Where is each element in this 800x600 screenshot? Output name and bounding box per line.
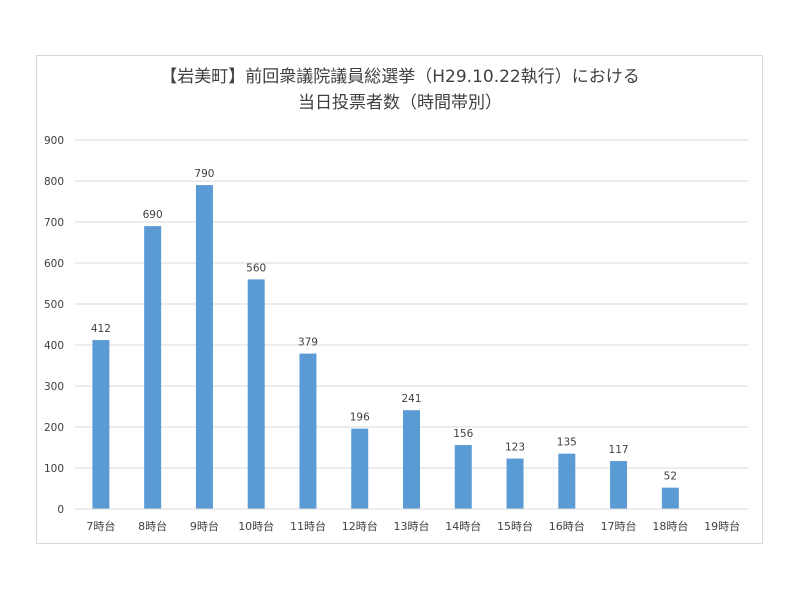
- x-tick-label: 9時台: [190, 519, 219, 533]
- data-label: 790: [194, 168, 214, 180]
- y-tick-label: 700: [44, 217, 64, 229]
- bar: [610, 461, 628, 509]
- y-tick-label: 0: [57, 504, 64, 516]
- data-label: 196: [350, 412, 370, 424]
- x-tick-label: 11時台: [290, 519, 326, 533]
- x-tick-label: 15時台: [497, 519, 533, 533]
- chart-title: 【岩美町】前回衆議院議員総選挙（H29.10.22執行）における 当日投票者数（…: [0, 64, 800, 116]
- x-tick-label: 8時台: [138, 519, 167, 533]
- y-tick-label: 400: [44, 340, 64, 352]
- data-label: 690: [143, 209, 163, 221]
- x-tick-label: 19時台: [704, 519, 740, 533]
- data-label: 117: [609, 444, 629, 456]
- x-tick-label: 17時台: [601, 519, 637, 533]
- bar: [351, 428, 369, 509]
- y-tick-label: 300: [44, 381, 64, 393]
- x-tick-label: 14時台: [445, 519, 481, 533]
- y-tick-label: 800: [44, 176, 64, 188]
- bar: [195, 185, 213, 509]
- data-label: 412: [91, 323, 111, 335]
- chart-title-line2: 当日投票者数（時間帯別）: [298, 93, 502, 113]
- data-label: 135: [557, 437, 577, 449]
- data-label: 560: [246, 262, 266, 274]
- data-label: 52: [664, 471, 677, 483]
- x-tick-label: 13時台: [394, 519, 430, 533]
- data-label: 156: [453, 428, 473, 440]
- bar: [403, 410, 420, 509]
- data-label: 123: [505, 442, 525, 454]
- bar: [661, 487, 679, 509]
- y-tick-label: 900: [44, 135, 64, 147]
- bar: [299, 353, 317, 509]
- chart-title-line1: 【岩美町】前回衆議院議員総選挙（H29.10.22執行）における: [160, 67, 640, 87]
- x-tick-label: 7時台: [86, 519, 115, 533]
- y-tick-label: 500: [44, 299, 64, 311]
- bar: [454, 445, 472, 509]
- y-tick-label: 200: [44, 422, 64, 434]
- bar: [92, 340, 110, 509]
- bar: [247, 279, 265, 509]
- y-tick-label: 100: [44, 463, 64, 475]
- x-tick-label: 10時台: [238, 519, 274, 533]
- x-tick-label: 18時台: [652, 519, 688, 533]
- y-tick-label: 600: [44, 258, 64, 270]
- bar: [506, 458, 524, 509]
- bar: [144, 226, 162, 509]
- data-label: 241: [401, 393, 421, 405]
- data-label: 379: [298, 337, 318, 349]
- x-tick-label: 16時台: [549, 519, 585, 533]
- bar: [558, 453, 576, 509]
- x-tick-label: 12時台: [342, 519, 378, 533]
